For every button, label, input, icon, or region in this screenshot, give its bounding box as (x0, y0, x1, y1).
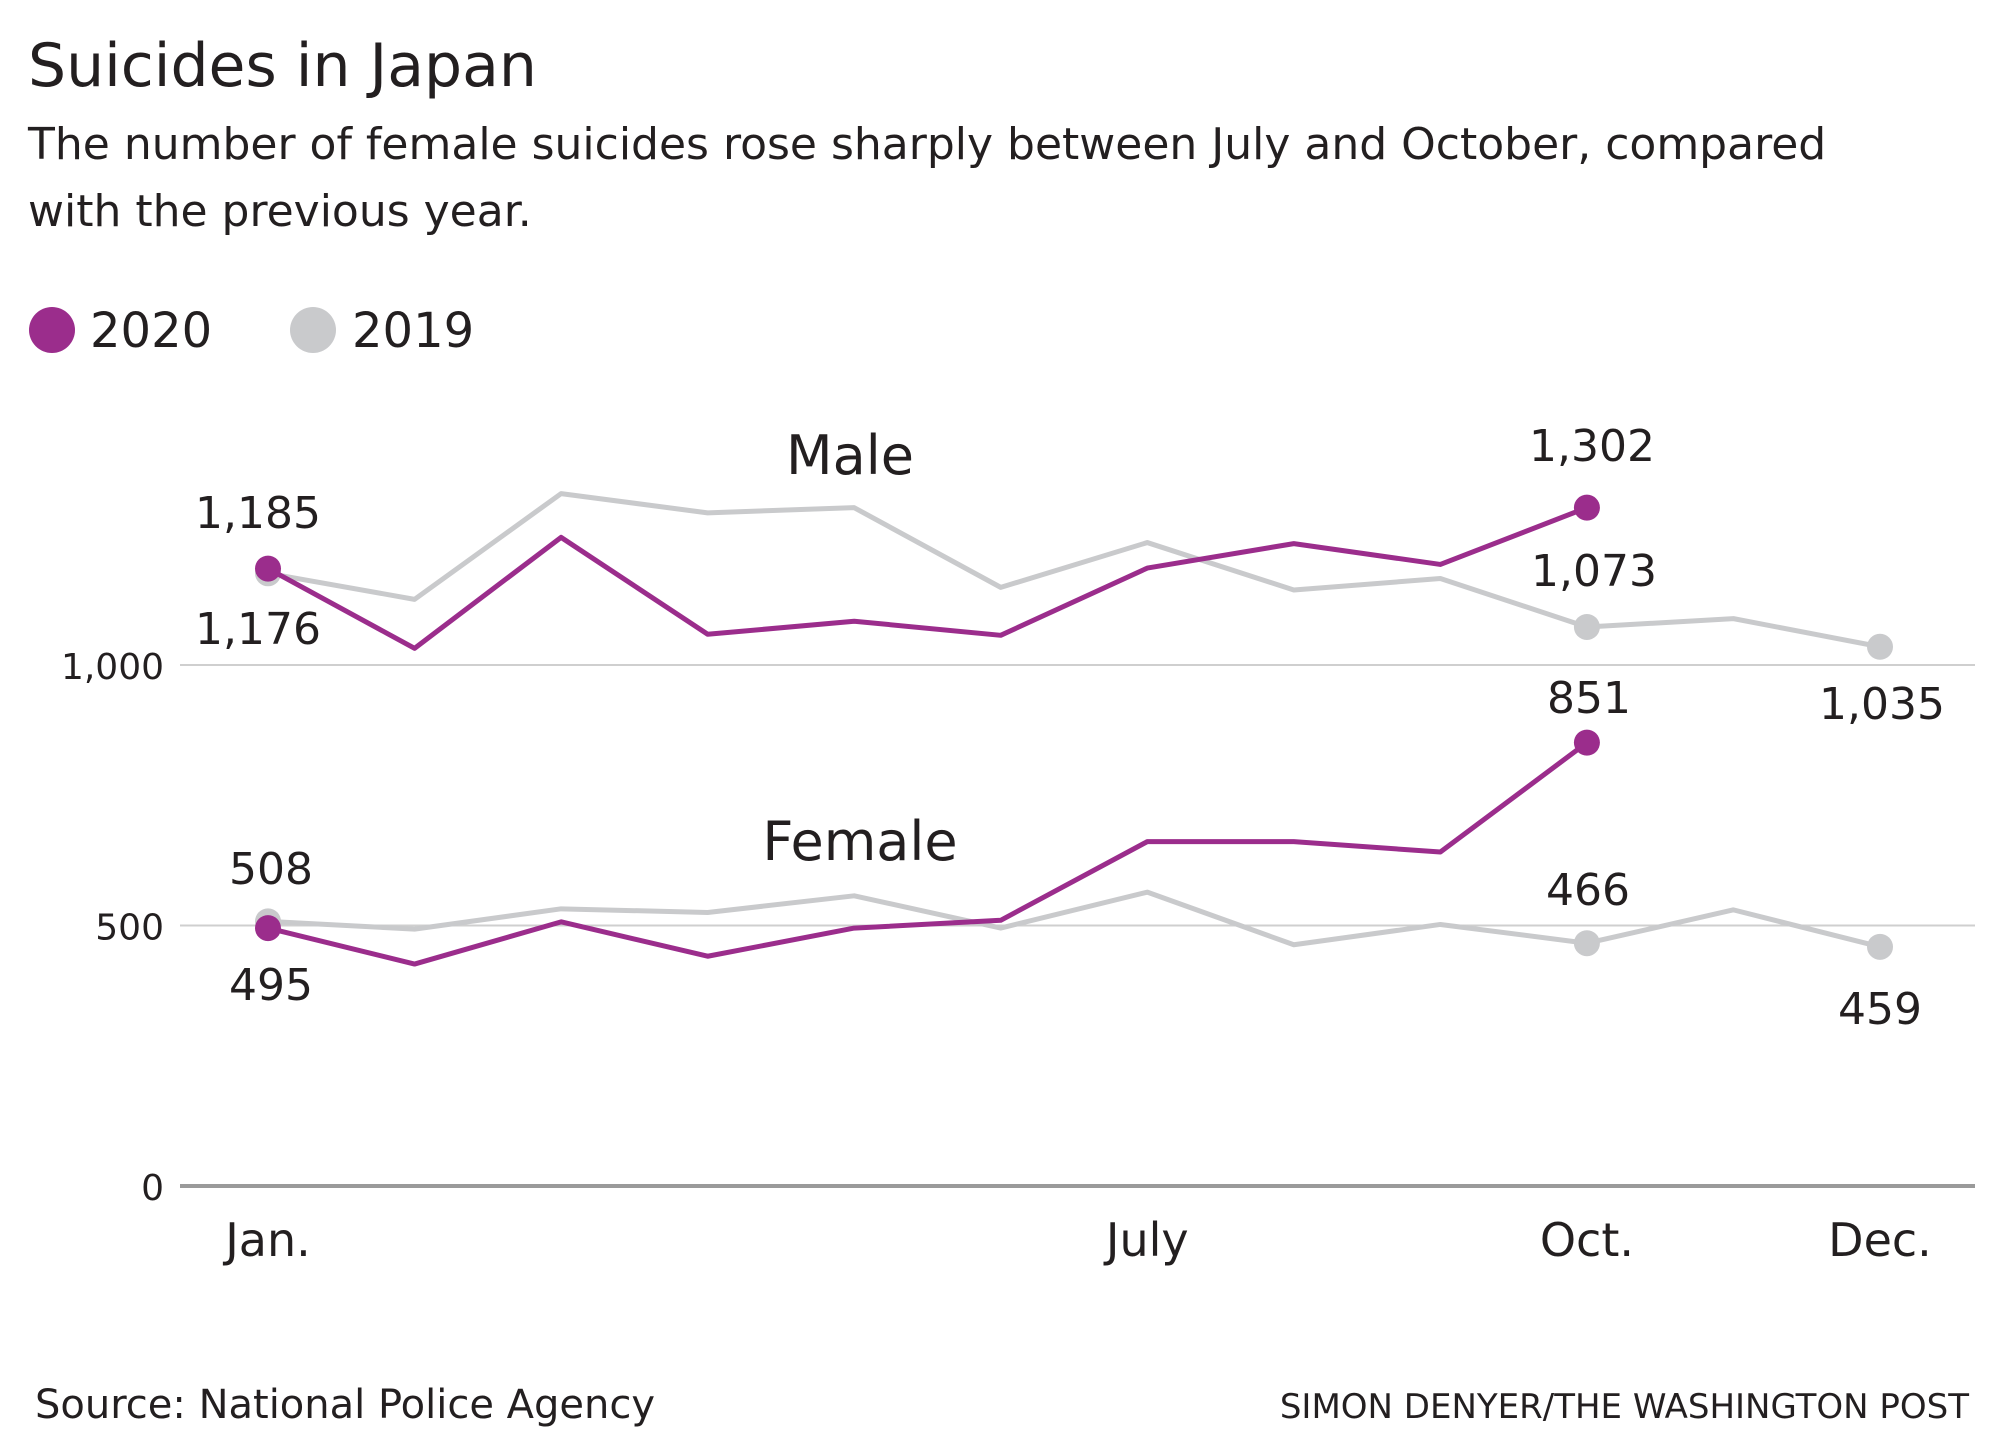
legend-label-2019: 2019 (352, 303, 474, 359)
x-axis-ticks: Jan. July Oct. Dec. (222, 1213, 1932, 1267)
point-female-2020-Jan. (255, 915, 281, 942)
data-label-male-2019-Dec.: 1,035 (1819, 679, 1945, 730)
x-tick-label: Oct. (1540, 1213, 1634, 1267)
chart-title: Suicides in Japan (28, 31, 537, 101)
series-lines (255, 491, 1893, 967)
point-female-2019-Oct. (1573, 930, 1600, 957)
data-label-male-2020-Jan.: 1,185 (195, 488, 321, 539)
legend-swatch-2020 (29, 307, 75, 353)
x-tick-label: Dec. (1828, 1213, 1932, 1267)
chart-subtitle-line-1: The number of female suicides rose sharp… (27, 119, 1826, 170)
data-label-female-2020-Jan.: 495 (229, 960, 313, 1011)
data-label-female-2020-Oct.: 851 (1547, 673, 1631, 724)
point-female-2020-Oct. (1573, 729, 1600, 756)
y-tick-label: 500 (95, 908, 164, 949)
y-axis-ticks: 0 500 1,000 (61, 647, 164, 1209)
data-labels: 1,185 1,176 1,302 1,073 1,035 851 508 495 466 459 (195, 421, 1945, 1035)
line-male-2019 (267, 491, 1881, 650)
x-tick-label: July (1103, 1213, 1189, 1267)
line-female-2019 (267, 889, 1881, 950)
point-male-2020-Jan. (255, 555, 281, 582)
point-male-2020-Oct. (1573, 494, 1600, 521)
legend: 2020 2019 (29, 303, 474, 359)
line-female-2020 (267, 740, 1589, 967)
point-female-2019-Dec. (1867, 933, 1893, 960)
x-tick-label: Jan. (222, 1213, 311, 1267)
group-label-female: Female (762, 810, 957, 873)
y-tick-label: 0 (141, 1168, 164, 1209)
legend-label-2020: 2020 (90, 303, 212, 359)
data-label-female-2019-Dec.: 459 (1838, 984, 1922, 1035)
point-male-2019-Oct. (1573, 613, 1600, 640)
credit-note: SIMON DENYER/THE WASHINGTON POST (1280, 1387, 1969, 1427)
point-male-2019-Dec. (1867, 633, 1893, 660)
data-label-male-2019-Oct.: 1,073 (1531, 546, 1657, 597)
data-label-female-2019-Oct.: 466 (1546, 865, 1630, 916)
legend-swatch-2019 (290, 307, 336, 353)
data-label-male-2020-Oct.: 1,302 (1529, 421, 1655, 472)
group-label-male: Male (786, 424, 914, 487)
line-male-2020 (266, 505, 1588, 651)
data-label-female-2019-Jan.: 508 (229, 844, 313, 895)
y-tick-label: 1,000 (61, 647, 164, 688)
source-note: Source: National Police Agency (35, 1382, 655, 1428)
chart-subtitle-line-2: with the previous year. (28, 186, 532, 237)
data-label-male-2019-Jan.: 1,176 (195, 604, 321, 655)
